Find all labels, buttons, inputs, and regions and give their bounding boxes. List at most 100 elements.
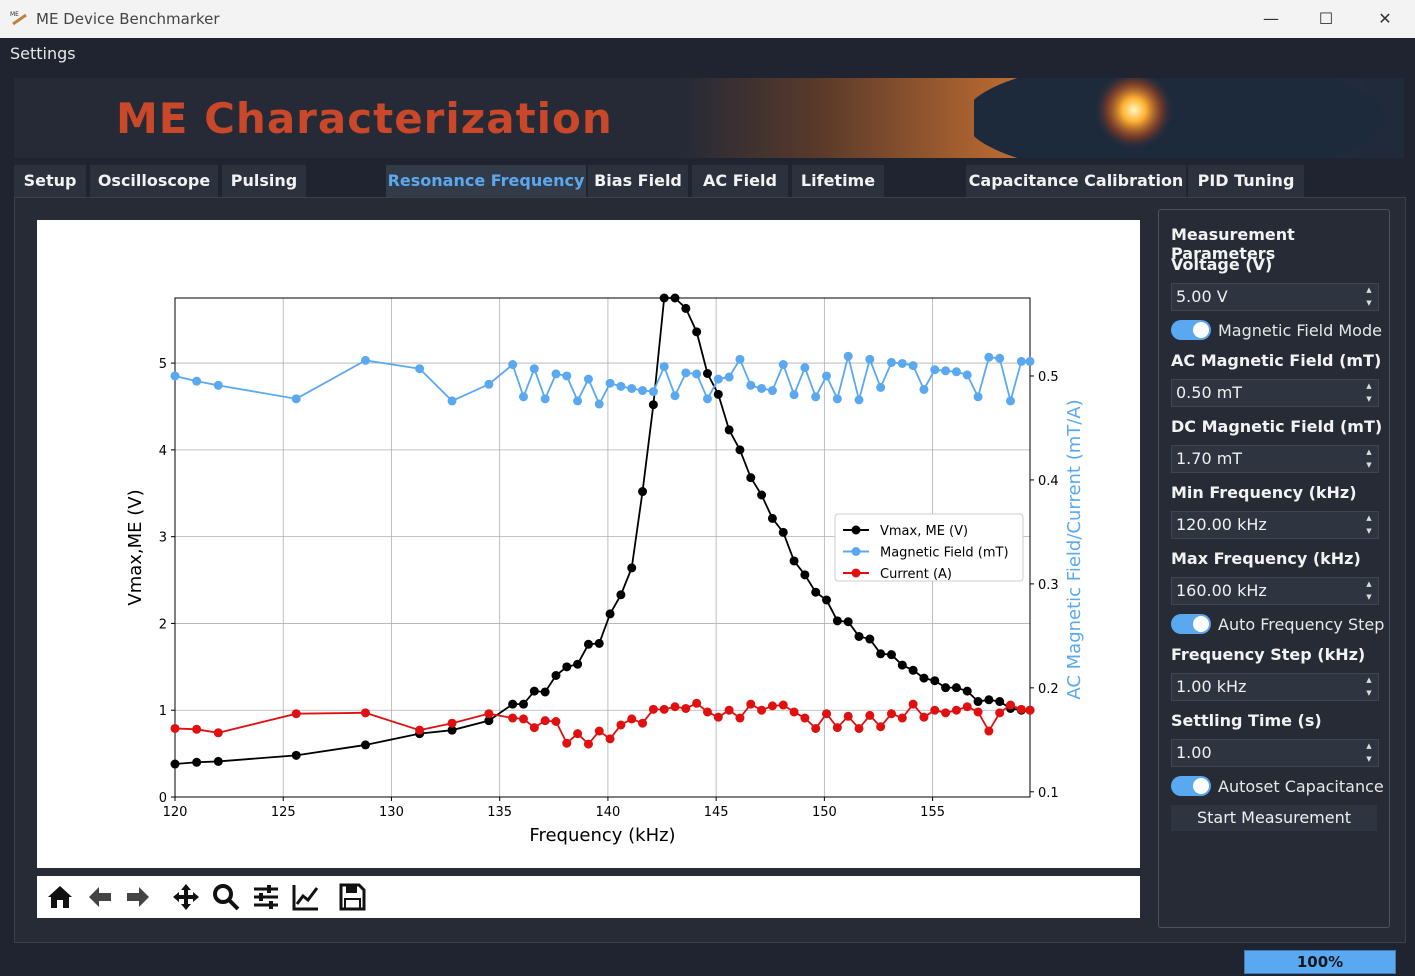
- data-point: [518, 714, 528, 724]
- data-point: [800, 570, 810, 580]
- data-point: [767, 513, 777, 523]
- data-point: [594, 726, 604, 736]
- tab-resonance-frequency[interactable]: Resonance Frequency: [386, 165, 586, 197]
- spin-down-icon[interactable]: ▼: [1366, 299, 1372, 307]
- spin-up-icon[interactable]: ▲: [1366, 676, 1372, 684]
- data-point: [832, 723, 842, 733]
- minimize-button[interactable]: —: [1263, 9, 1279, 28]
- data-point: [767, 386, 777, 396]
- data-point: [897, 358, 907, 368]
- y2-tick-label: 0.4: [1038, 474, 1059, 489]
- back-arrow-icon[interactable]: [85, 882, 115, 912]
- min-frequency-value: 120.00 kHz: [1176, 515, 1267, 534]
- autoset-capacitance-toggle[interactable]: [1171, 776, 1211, 796]
- tab-lifetime[interactable]: Lifetime: [792, 165, 884, 197]
- tab-setup[interactable]: Setup: [14, 165, 86, 197]
- data-point: [638, 487, 648, 497]
- data-point: [447, 718, 457, 728]
- save-icon[interactable]: [337, 882, 367, 912]
- data-point: [681, 368, 691, 378]
- banner-glow-image: [974, 78, 1384, 158]
- tab-oscilloscope[interactable]: Oscilloscope: [90, 165, 218, 197]
- data-point: [746, 473, 756, 483]
- magnetic-field-mode-toggle[interactable]: [1171, 320, 1211, 340]
- tab-ac-field[interactable]: AC Field: [692, 165, 788, 197]
- data-point: [659, 293, 669, 303]
- data-point: [681, 703, 691, 713]
- data-point: [518, 392, 528, 402]
- tab-bias-field[interactable]: Bias Field: [588, 165, 688, 197]
- data-point: [659, 362, 669, 372]
- data-point: [930, 676, 940, 686]
- data-point: [1025, 705, 1035, 715]
- data-point: [562, 738, 572, 748]
- frequency-step-spinbox[interactable]: 1.00 kHz ▲ ▼: [1171, 673, 1379, 701]
- spin-down-icon[interactable]: ▼: [1366, 395, 1372, 403]
- data-point: [659, 704, 669, 714]
- edit-axes-icon[interactable]: [291, 882, 321, 912]
- banner-title: ME Characterization: [116, 94, 613, 143]
- data-point: [811, 587, 821, 597]
- plot-canvas[interactable]: 120 125 130 135 140 145 150 155 0 1 2 3 4 5 0.1 0.2 0.3 0…: [37, 220, 1140, 868]
- data-point: [962, 370, 972, 380]
- pan-icon[interactable]: [171, 882, 201, 912]
- settling-time-spinbox[interactable]: 1.00 ▲ ▼: [1171, 739, 1379, 767]
- legend-marker: [851, 525, 861, 535]
- spin-up-icon[interactable]: ▲: [1366, 448, 1372, 456]
- dc-field-spinbox[interactable]: 1.70 mT ▲ ▼: [1171, 445, 1379, 473]
- tab-pid-tuning[interactable]: PID Tuning: [1188, 165, 1304, 197]
- data-point: [919, 384, 929, 394]
- data-point: [973, 707, 983, 717]
- spin-up-icon[interactable]: ▲: [1366, 580, 1372, 588]
- data-point: [529, 686, 539, 696]
- auto-frequency-step-toggle[interactable]: [1171, 614, 1211, 634]
- spin-up-icon[interactable]: ▲: [1366, 286, 1372, 294]
- data-point: [540, 687, 550, 697]
- start-measurement-button[interactable]: Start Measurement: [1171, 805, 1377, 831]
- data-point: [627, 383, 637, 393]
- data-point: [1016, 356, 1026, 366]
- data-point: [638, 718, 648, 728]
- spin-down-icon[interactable]: ▼: [1366, 755, 1372, 763]
- series-group: [170, 293, 1035, 769]
- tab-pulsing[interactable]: Pulsing: [222, 165, 306, 197]
- data-point: [508, 699, 518, 709]
- data-point: [562, 371, 572, 381]
- ac-field-spinbox[interactable]: 0.50 mT ▲ ▼: [1171, 379, 1379, 407]
- tab-capacitance-calibration[interactable]: Capacitance Calibration: [966, 165, 1186, 197]
- zoom-icon[interactable]: [211, 882, 241, 912]
- spin-up-icon[interactable]: ▲: [1366, 514, 1372, 522]
- data-point: [529, 364, 539, 374]
- spin-down-icon[interactable]: ▼: [1366, 461, 1372, 469]
- data-point: [484, 379, 494, 389]
- data-point: [886, 709, 896, 719]
- data-point: [508, 360, 518, 370]
- legend-label: Current (A): [880, 567, 952, 582]
- data-point: [484, 716, 494, 726]
- data-point: [778, 360, 788, 370]
- data-point: [800, 713, 810, 723]
- forward-arrow-icon[interactable]: [123, 882, 153, 912]
- max-frequency-spinbox[interactable]: 160.00 kHz ▲ ▼: [1171, 577, 1379, 605]
- spin-down-icon[interactable]: ▼: [1366, 689, 1372, 697]
- menu-settings[interactable]: Settings: [10, 44, 76, 63]
- data-point: [638, 386, 648, 396]
- maximize-button[interactable]: ☐: [1318, 9, 1334, 28]
- data-point: [854, 395, 864, 405]
- data-point: [886, 650, 896, 660]
- close-button[interactable]: ✕: [1378, 9, 1392, 28]
- spin-up-icon[interactable]: ▲: [1366, 382, 1372, 390]
- spin-up-icon[interactable]: ▲: [1366, 742, 1372, 750]
- autoset-capacitance-label: Autoset Capacitance: [1218, 777, 1384, 796]
- data-point: [789, 556, 799, 566]
- spin-down-icon[interactable]: ▼: [1366, 593, 1372, 601]
- data-point: [692, 369, 702, 379]
- min-frequency-spinbox[interactable]: 120.00 kHz ▲ ▼: [1171, 511, 1379, 539]
- home-icon[interactable]: [45, 882, 75, 912]
- data-point: [908, 699, 918, 709]
- voltage-spinbox[interactable]: 5.00 V ▲ ▼: [1171, 283, 1379, 311]
- data-point: [627, 563, 637, 573]
- configure-subplots-icon[interactable]: [251, 882, 281, 912]
- spin-down-icon[interactable]: ▼: [1366, 527, 1372, 535]
- x-tick-label: 130: [379, 805, 404, 820]
